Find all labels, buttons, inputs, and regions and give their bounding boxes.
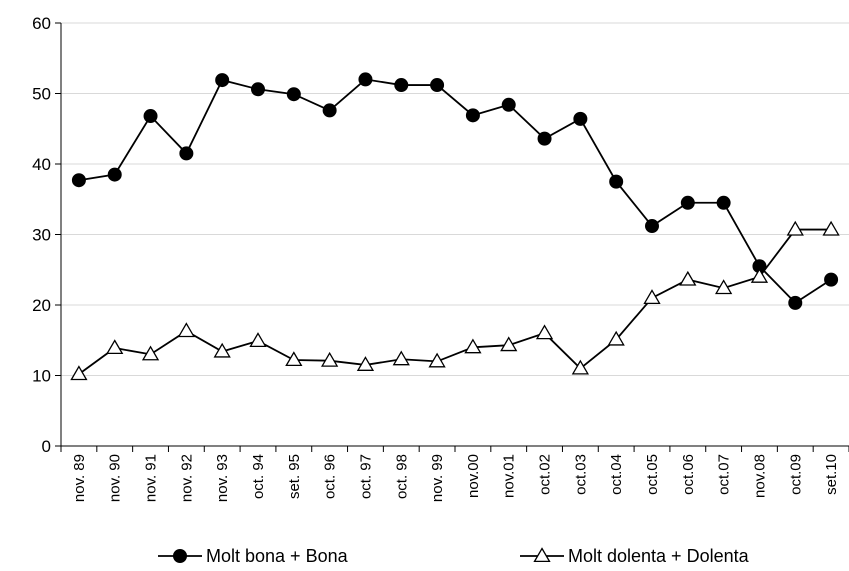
- data-point: [358, 72, 373, 87]
- series-1: [71, 72, 839, 310]
- data-point: [286, 87, 301, 102]
- y-tick-label: 50: [32, 85, 51, 104]
- series-2: [70, 220, 840, 381]
- x-tick-label: nov. 93: [214, 454, 231, 502]
- data-point: [321, 351, 339, 367]
- legend-marker: [533, 547, 551, 563]
- x-tick-label: nov. 92: [178, 454, 195, 502]
- legend-marker: [173, 549, 187, 563]
- x-tick-label: oct.09: [787, 454, 804, 495]
- x-tick-label: nov.00: [465, 454, 482, 498]
- data-point: [788, 295, 803, 310]
- data-point: [716, 195, 731, 210]
- x-tick-label: oct. 94: [250, 454, 267, 499]
- legend-label: Molt bona + Bona: [206, 546, 349, 566]
- data-point: [392, 350, 410, 366]
- data-point: [70, 365, 88, 381]
- data-point: [322, 103, 337, 118]
- data-point: [177, 322, 195, 338]
- series-line: [78, 228, 832, 375]
- data-point: [501, 97, 516, 112]
- y-tick-label: 10: [32, 367, 51, 386]
- x-tick-label: nov. 91: [143, 454, 160, 502]
- x-tick-label: oct.03: [572, 454, 589, 495]
- data-point: [573, 111, 588, 126]
- data-point: [609, 174, 624, 189]
- data-point: [679, 270, 697, 286]
- data-point: [643, 289, 661, 305]
- y-tick-label: 40: [32, 155, 51, 174]
- x-tick-label: set. 95: [286, 454, 303, 499]
- series-line: [78, 78, 832, 305]
- data-point: [215, 73, 230, 88]
- data-point: [465, 108, 480, 123]
- x-tick-label: oct.05: [644, 454, 661, 495]
- x-tick-label: oct. 98: [393, 454, 410, 499]
- data-point: [285, 351, 303, 367]
- data-point: [428, 352, 446, 368]
- legend: Molt bona + Bona Molt dolenta + Dolenta: [158, 546, 750, 566]
- data-point: [750, 268, 769, 283]
- x-tick-label: oct.06: [680, 454, 697, 495]
- data-point: [356, 356, 375, 371]
- data-point: [824, 272, 839, 287]
- data-point: [607, 330, 625, 346]
- gridlines: [61, 22, 849, 376]
- x-tick-label: nov. 90: [107, 454, 124, 502]
- data-point: [141, 345, 160, 361]
- data-point: [715, 279, 733, 295]
- x-tick-label: oct.04: [608, 454, 625, 495]
- series-group: [70, 72, 840, 381]
- data-point: [179, 146, 194, 161]
- y-tick-label: 20: [32, 296, 51, 315]
- data-point: [213, 342, 231, 358]
- x-tick-label: oct.02: [537, 454, 554, 495]
- axes: [55, 22, 849, 452]
- data-point: [680, 195, 695, 210]
- x-tick-label: oct. 97: [357, 454, 374, 499]
- data-point: [71, 173, 86, 188]
- data-point: [107, 167, 122, 182]
- data-point: [822, 220, 840, 236]
- data-point: [535, 324, 554, 340]
- x-tick-label: oct.07: [716, 454, 733, 495]
- data-point: [464, 338, 482, 354]
- data-point: [394, 78, 409, 93]
- data-point: [645, 219, 659, 234]
- legend-item: Molt dolenta + Dolenta: [520, 546, 750, 566]
- x-tick-label: nov.01: [501, 454, 518, 498]
- x-axis-tick-labels: nov. 89 nov. 90 nov. 91 nov. 92 nov. 93 oct. …: [71, 454, 840, 502]
- legend-label: Molt dolenta + Dolenta: [568, 546, 750, 566]
- data-point: [106, 339, 124, 355]
- y-tick-label: 0: [42, 437, 51, 456]
- y-tick-label: 60: [32, 14, 51, 33]
- x-tick-label: nov. 89: [71, 454, 88, 502]
- x-tick-label: oct. 96: [322, 454, 339, 499]
- data-point: [430, 78, 445, 93]
- data-point: [143, 109, 158, 124]
- x-tick-label: nov.08: [751, 454, 768, 498]
- data-point: [786, 220, 804, 236]
- x-tick-label: set.10: [823, 454, 840, 495]
- y-axis-tick-labels: 0 10 20 30 40 50 60: [32, 14, 51, 456]
- data-point: [249, 332, 267, 348]
- data-point: [537, 131, 552, 146]
- data-point: [571, 359, 589, 375]
- data-point: [500, 336, 518, 352]
- legend-item: Molt bona + Bona: [158, 546, 349, 566]
- y-tick-label: 30: [32, 226, 51, 245]
- data-point: [251, 82, 265, 97]
- x-tick-label: nov. 99: [429, 454, 446, 502]
